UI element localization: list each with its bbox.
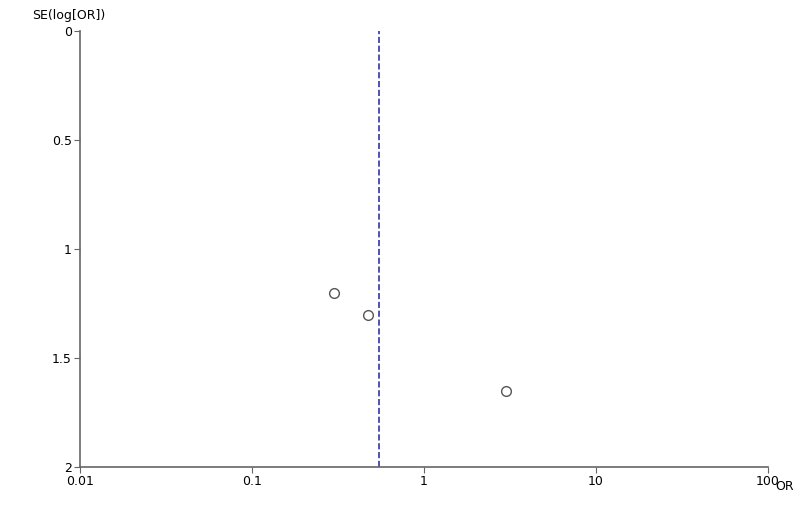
Text: OR: OR	[775, 480, 794, 493]
Text: SE(log[OR]): SE(log[OR])	[32, 9, 105, 22]
